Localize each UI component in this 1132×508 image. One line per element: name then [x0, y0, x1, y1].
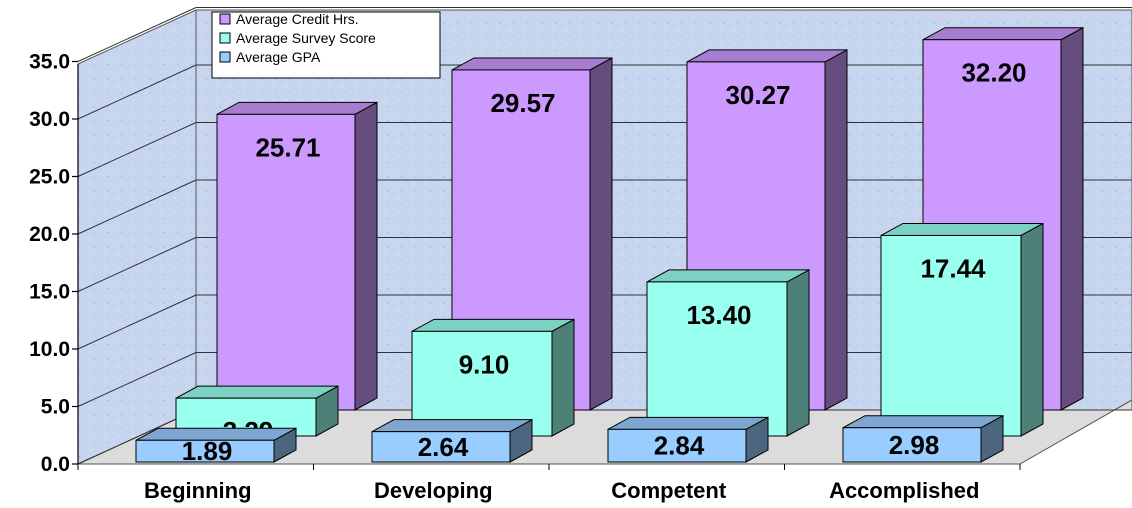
- legend: Average Credit Hrs. Average Survey Score A…: [211, 11, 441, 79]
- bar-side: [824, 49, 848, 411]
- gridline-side: [77, 237, 197, 292]
- bars: 25.7129.5730.2732.203.299.1013.4017.441.…: [135, 26, 1084, 466]
- y-tick-label: 35.0: [29, 51, 70, 74]
- bar-top: [175, 385, 339, 399]
- bar-top: [842, 415, 1004, 429]
- bar-top: [371, 419, 533, 433]
- y-tick-label: 15.0: [29, 281, 70, 304]
- bar-side: [354, 101, 378, 411]
- gridline-side: [77, 352, 197, 407]
- bar: 13.40: [646, 269, 810, 437]
- bar: 1.89: [135, 427, 297, 466]
- bar-top: [880, 222, 1044, 236]
- y-tick-label: 5.0: [41, 396, 70, 419]
- y-tick-label: 25.0: [29, 166, 70, 189]
- data-label: 2.98: [889, 430, 940, 460]
- bar: 2.64: [371, 418, 533, 463]
- data-label: 2.84: [654, 431, 705, 461]
- bar: 25.71: [216, 101, 378, 411]
- legend-swatch: [219, 13, 231, 25]
- legend-label: Average GPA: [236, 49, 321, 65]
- bar-top: [216, 101, 378, 115]
- bar-side: [1060, 26, 1084, 411]
- legend-box: [211, 11, 441, 79]
- bar-side: [551, 318, 575, 437]
- bar-front: [411, 330, 553, 437]
- data-label: 25.71: [255, 132, 320, 162]
- category-label: Beginning: [144, 478, 252, 503]
- gridline-side: [77, 294, 197, 350]
- bar-front: [842, 427, 982, 463]
- bar-top: [922, 27, 1084, 41]
- bar-top: [411, 318, 575, 332]
- bar: 2.98: [842, 414, 1004, 463]
- data-label: 2.64: [418, 432, 469, 462]
- gridline-side: [77, 64, 197, 120]
- bar-front: [371, 431, 511, 463]
- gridline-side: [77, 179, 197, 235]
- bar-front: [607, 428, 747, 463]
- bar: 2.84: [607, 416, 769, 463]
- bar-side: [589, 57, 613, 411]
- y-tick-label: 30.0: [29, 108, 70, 131]
- y-tick-label: 0.0: [41, 453, 70, 476]
- bar-top: [686, 49, 848, 63]
- legend-label: Average Credit Hrs.: [236, 11, 359, 27]
- data-label: 32.20: [961, 58, 1026, 88]
- bar-side: [786, 269, 810, 437]
- bar-front: [216, 113, 356, 411]
- bar-top: [607, 416, 769, 430]
- gridline-side: [77, 122, 197, 177]
- category-labels: Beginning Developing Competent Accomplished: [77, 464, 1021, 503]
- bar-side: [1020, 222, 1044, 437]
- bar-front: [880, 234, 1022, 437]
- category-label: Competent: [611, 478, 727, 503]
- gridline-side: [77, 7, 197, 62]
- bar-top: [646, 269, 810, 283]
- category-label: Accomplished: [829, 478, 979, 503]
- side-wall: [77, 9, 197, 465]
- data-label: 30.27: [725, 80, 790, 110]
- bar-top: [451, 57, 613, 71]
- y-tick-label: 10.0: [29, 338, 70, 361]
- y-tick-label: 20.0: [29, 223, 70, 246]
- data-label: 9.10: [459, 349, 510, 379]
- legend-swatch: [219, 51, 231, 63]
- data-label: 1.89: [182, 436, 233, 466]
- data-label: 13.40: [686, 300, 751, 330]
- data-label: 29.57: [490, 88, 555, 118]
- bar: 9.10: [411, 318, 575, 437]
- bar-front: [135, 439, 275, 463]
- bar: 17.44: [880, 222, 1044, 437]
- data-label: 17.44: [920, 253, 986, 283]
- category-label: Developing: [374, 478, 493, 503]
- legend-label: Average Survey Score: [236, 30, 376, 46]
- y-axis: 0.0 5.0 10.0 15.0 20.0 25.0 30.0 35.0: [29, 51, 79, 476]
- legend-swatch: [219, 32, 231, 44]
